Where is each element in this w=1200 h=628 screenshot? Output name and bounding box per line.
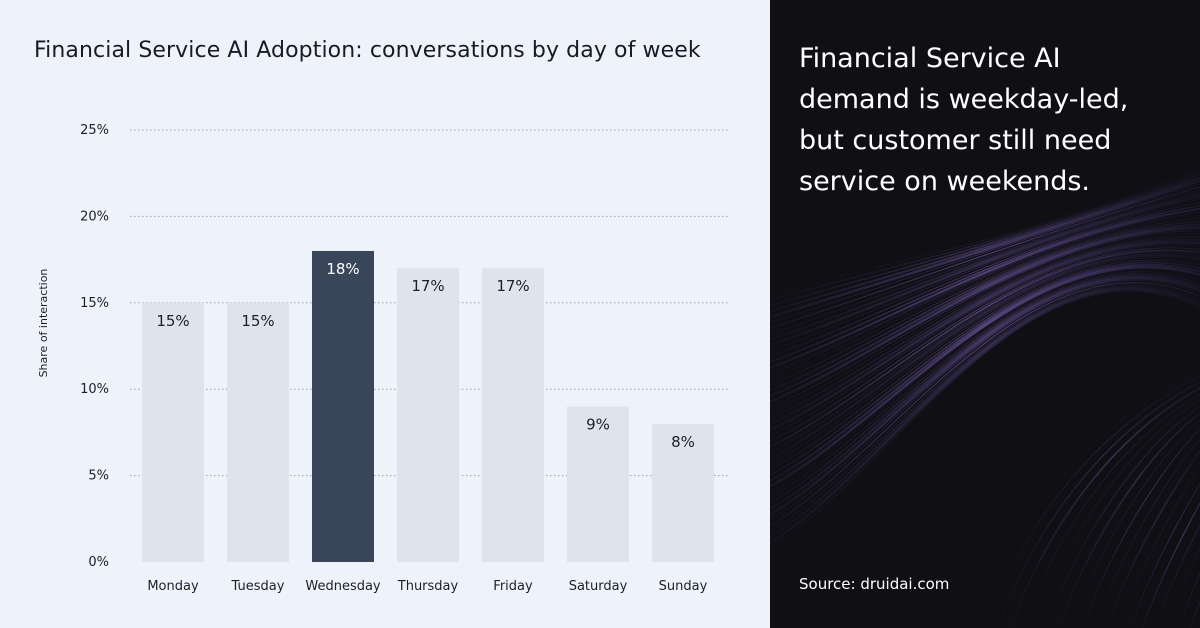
x-tick-label: Tuesday	[231, 579, 285, 594]
bar	[652, 423, 714, 562]
light-streak	[1093, 437, 1200, 628]
x-tick-label: Sunday	[659, 579, 708, 594]
bar	[142, 302, 204, 562]
light-streak	[770, 244, 1200, 436]
light-streak	[770, 284, 1200, 533]
light-streak	[770, 257, 1200, 465]
bar	[227, 302, 289, 562]
light-streak	[770, 280, 1200, 521]
light-streak	[770, 269, 1200, 493]
x-tick-label: Friday	[493, 579, 533, 594]
light-streak	[770, 183, 1200, 323]
light-streak	[770, 195, 1200, 347]
light-streak	[1165, 548, 1200, 628]
light-streak	[770, 199, 1200, 352]
chart-title: Financial Service AI Adoption: conversat…	[34, 38, 701, 63]
x-tick-label: Wednesday	[305, 579, 381, 594]
insight-panel: Financial Service AI demand is weekday-l…	[770, 0, 1200, 628]
source-credit: Source: druidai.com	[799, 575, 950, 593]
bar-value-label: 8%	[671, 433, 695, 451]
light-streak	[770, 230, 1200, 408]
y-tick-label: 15%	[80, 296, 109, 311]
light-streak	[770, 251, 1200, 454]
light-streak	[770, 226, 1200, 404]
light-streak	[1177, 573, 1200, 628]
light-streak	[770, 167, 1200, 295]
y-tick-label: 10%	[80, 382, 109, 397]
light-streak	[770, 173, 1200, 307]
light-streak	[770, 204, 1200, 364]
bar	[482, 268, 544, 562]
x-tick-label: Monday	[147, 579, 199, 594]
light-streak	[770, 202, 1200, 358]
bar-value-label: 9%	[586, 415, 610, 433]
bar-value-label: 17%	[496, 277, 529, 295]
chart-panel: Financial Service AI Adoption: conversat…	[34, 38, 728, 594]
x-tick-label: Thursday	[397, 579, 459, 594]
bar-value-label: 18%	[326, 260, 359, 278]
light-streak	[770, 210, 1200, 375]
bar	[312, 250, 374, 562]
y-tick-label: 5%	[88, 469, 109, 484]
light-streak	[1153, 523, 1200, 628]
light-streak	[1045, 405, 1200, 628]
light-streak	[770, 254, 1200, 460]
light-streak	[770, 176, 1200, 313]
light-streak	[770, 189, 1200, 335]
light-streak	[770, 273, 1200, 505]
light-streak	[770, 186, 1200, 329]
light-streak	[770, 179, 1200, 319]
headline: Financial Service AI demand is weekday-l…	[799, 43, 1129, 197]
light-streak	[770, 286, 1200, 539]
light-streak	[770, 207, 1200, 369]
light-streak	[770, 220, 1200, 392]
light-streak	[770, 236, 1200, 420]
light-streak	[770, 259, 1200, 471]
light-streak	[1021, 393, 1200, 628]
light-streak	[770, 192, 1200, 341]
bar-value-label: 15%	[156, 312, 189, 330]
light-streak	[770, 214, 1200, 380]
light-streak	[997, 381, 1200, 628]
light-streaks-background	[770, 167, 1200, 628]
light-streak	[1081, 428, 1200, 628]
light-streak	[770, 275, 1200, 511]
light-streak	[1009, 387, 1200, 628]
light-streak	[770, 233, 1200, 414]
bar	[397, 268, 459, 562]
bar-value-label: 17%	[411, 277, 444, 295]
light-streak	[770, 249, 1200, 448]
light-streak	[985, 375, 1200, 628]
y-tick-label: 20%	[80, 209, 109, 224]
light-streak	[770, 263, 1200, 482]
light-streak	[770, 261, 1200, 476]
bar	[567, 406, 629, 562]
light-streak	[1117, 465, 1200, 628]
light-streak	[770, 277, 1200, 517]
light-streak	[770, 291, 1200, 549]
light-streak	[1069, 420, 1200, 628]
light-streak	[770, 271, 1200, 499]
light-streak	[770, 288, 1200, 545]
light-streak	[973, 369, 1200, 628]
y-tick-label: 25%	[80, 123, 109, 138]
light-streak	[1141, 501, 1200, 628]
light-streak	[1057, 412, 1200, 628]
light-streak	[770, 238, 1200, 426]
light-streak	[770, 282, 1200, 527]
bar-chart: 0% 5% 10% 15% 20% 25% Share of interaction 15% M…	[37, 123, 728, 594]
light-streak	[770, 247, 1200, 442]
y-axis-label: Share of interaction	[37, 269, 50, 378]
light-streak	[1129, 482, 1200, 628]
y-tick-label: 0%	[88, 555, 109, 570]
x-tick-label: Saturday	[569, 579, 628, 594]
light-streak	[770, 217, 1200, 386]
bar-value-label: 15%	[241, 312, 274, 330]
light-streak	[1105, 449, 1200, 628]
light-streak	[770, 265, 1200, 488]
light-streak	[770, 223, 1200, 398]
light-streak	[1033, 399, 1200, 628]
light-streak	[770, 170, 1200, 301]
light-streak	[770, 241, 1200, 432]
